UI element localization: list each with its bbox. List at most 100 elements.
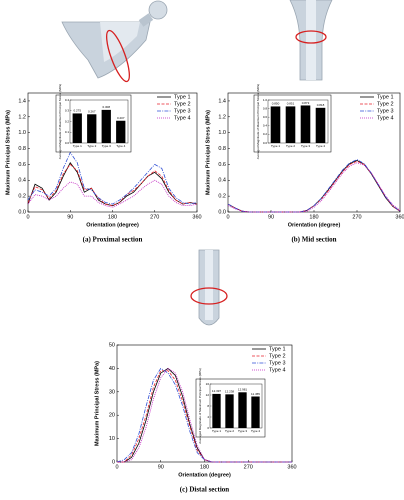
x-tick-label: 180: [200, 464, 209, 470]
x-tick-label: Type 2: [225, 429, 234, 433]
bar: [212, 393, 221, 428]
bar: [87, 114, 97, 143]
x-tick-label: 90: [268, 214, 274, 220]
y-tick-label: 0.4: [218, 178, 226, 184]
x-tick-label: 0: [26, 214, 29, 220]
bar: [238, 392, 247, 428]
y-axis-label: Maximum Principal Stress (MPa): [205, 110, 211, 195]
y-tick-label: 0.2: [65, 119, 70, 123]
y-tick-label: 40: [109, 366, 115, 372]
y-tick-label: 4: [207, 415, 209, 419]
value-label: 12.397: [212, 389, 222, 393]
implant-illustration-a: [61, 0, 168, 83]
x-tick-label: 0: [115, 464, 118, 470]
bar: [270, 106, 281, 143]
y-tick-label: 0.8: [218, 146, 226, 152]
inset-frame: [267, 99, 329, 144]
bar: [300, 105, 311, 143]
x-tick-label: Type 4: [251, 429, 260, 433]
y-tick-label: 0.0: [218, 209, 226, 215]
y-tick-label: 1.2: [18, 114, 26, 120]
y-tick-label: 12: [206, 393, 210, 397]
x-axis-label: Orientation (degree): [86, 222, 139, 228]
y-tick-label: 0.4: [65, 98, 70, 102]
implant-illustration-c: [190, 249, 228, 326]
value-label: 11.455: [251, 392, 260, 396]
value-label: 0.308: [102, 105, 110, 109]
x-axis-label: Orientation (degree): [288, 222, 341, 228]
series-line: [227, 159, 401, 213]
y-tick-label: 0.6: [18, 162, 26, 168]
y-tick-label: 16: [206, 382, 210, 386]
legend-label: Type 2: [269, 353, 286, 359]
y-tick-label: 0.2: [18, 194, 26, 200]
x-tick-label: Type 2: [286, 144, 295, 148]
bar: [116, 120, 126, 143]
y-tick-label: 1.2: [218, 114, 226, 120]
x-tick-label: 0: [226, 214, 229, 220]
series-line: [27, 179, 198, 208]
x-tick-label: 270: [352, 214, 361, 220]
y-tick-label: 30: [109, 389, 115, 395]
legend-label: Type 4: [377, 115, 394, 121]
x-tick-label: Type 3: [238, 429, 247, 433]
x-tick-label: Type 4: [316, 144, 325, 148]
y-tick-label: 0.6: [218, 162, 226, 168]
x-tick-label: 90: [67, 214, 73, 220]
x-tick-label: Type 3: [301, 144, 310, 148]
x-tick-label: 360: [287, 464, 296, 470]
y-tick-label: 0: [112, 459, 115, 465]
legend-label: Type 3: [174, 108, 191, 114]
caption: (c) Distal section: [180, 486, 229, 494]
y-axis-label: Averaged Magnitude of Maximum Principal …: [256, 84, 260, 159]
legend-label: Type 2: [377, 101, 394, 107]
series-line: [117, 367, 292, 463]
caption: (b) Mid section: [291, 236, 336, 244]
series-line: [227, 162, 401, 213]
x-tick-label: 180: [108, 214, 117, 220]
legend-label: Type 1: [377, 94, 394, 100]
y-tick-label: 1.4: [18, 98, 26, 104]
y-axis-label: Maximum Principal Stress (MPa): [94, 361, 100, 446]
x-tick-label: Type 4: [116, 144, 125, 148]
value-label: 0.267: [88, 110, 96, 114]
y-tick-label: 0.2: [218, 194, 226, 200]
series-line: [116, 367, 292, 463]
x-tick-label: 180: [309, 214, 318, 220]
y-tick-label: 8: [207, 404, 209, 408]
x-tick-label: 360: [395, 214, 404, 220]
bar: [72, 113, 82, 143]
y-tick-label: 0.1: [65, 130, 70, 134]
value-label: 0.873: [302, 101, 310, 105]
x-tick-label: 90: [158, 464, 164, 470]
series-line: [227, 160, 401, 213]
value-label: 12.981: [238, 388, 248, 392]
value-label: 0.851: [287, 102, 295, 106]
legend-label: Type 2: [174, 101, 191, 107]
x-axis-label: Orientation (degree): [178, 472, 231, 478]
series-line: [27, 163, 198, 207]
legend-label: Type 1: [269, 346, 286, 352]
y-axis-label: Averaged Magnitude of Maximum Principal …: [58, 84, 62, 159]
y-axis-label: Averaged Magnitude of Maximum Principal …: [198, 368, 202, 443]
y-tick-label: 50: [109, 342, 115, 348]
legend-label: Type 3: [377, 108, 394, 114]
value-label: 0.818: [317, 103, 325, 107]
x-tick-label: Type 1: [271, 144, 280, 148]
series-line: [227, 159, 401, 213]
y-tick-label: 0.6: [263, 115, 268, 119]
legend-label: Type 3: [269, 360, 286, 366]
legend-label: Type 1: [174, 94, 191, 100]
y-tick-label: 0.2: [263, 132, 268, 136]
bar: [285, 106, 296, 143]
y-tick-label: 1.0: [18, 130, 26, 136]
value-label: 0.275: [73, 109, 81, 113]
y-tick-label: 1.0: [218, 130, 226, 136]
value-label: 0.207: [117, 116, 125, 120]
bar: [225, 394, 234, 428]
value-label: 12.238: [225, 390, 235, 394]
value-label: 0.850: [272, 102, 280, 106]
implant-illustration-b: [289, 0, 333, 81]
y-tick-label: 10: [109, 436, 115, 442]
